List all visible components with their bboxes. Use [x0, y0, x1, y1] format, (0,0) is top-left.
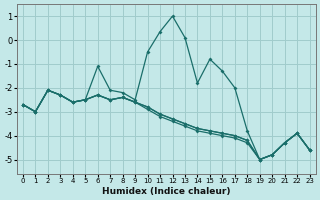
X-axis label: Humidex (Indice chaleur): Humidex (Indice chaleur) — [102, 187, 230, 196]
